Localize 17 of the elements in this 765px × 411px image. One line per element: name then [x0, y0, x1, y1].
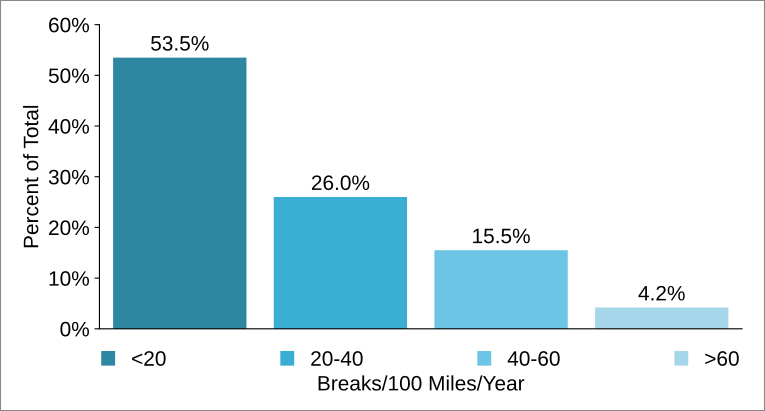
- y-tick-label: 0%: [60, 322, 89, 337]
- y-tick-label: 30%: [48, 170, 89, 184]
- y-tick-label: 50%: [48, 68, 89, 84]
- data-label: 26.0%: [312, 175, 370, 190]
- legend-label: 40-60: [508, 351, 560, 366]
- y-tick-label: 20%: [49, 220, 89, 236]
- data-label: 53.5%: [151, 36, 209, 51]
- y-tick-label: 10%: [50, 271, 89, 286]
- y-tick-label: 60%: [49, 18, 89, 32]
- data-label: 4.2%: [638, 286, 685, 301]
- legend-label: <20: [132, 351, 166, 366]
- legend-label: 20-40: [311, 351, 363, 366]
- data-label: 15.5%: [473, 228, 530, 244]
- y-axis-title: Percent of Total: [23, 106, 38, 248]
- x-axis-title: Breaks/100 Miles/Year: [318, 375, 524, 391]
- legend-label: >60: [705, 351, 739, 366]
- y-tick-label: 40%: [48, 119, 89, 134]
